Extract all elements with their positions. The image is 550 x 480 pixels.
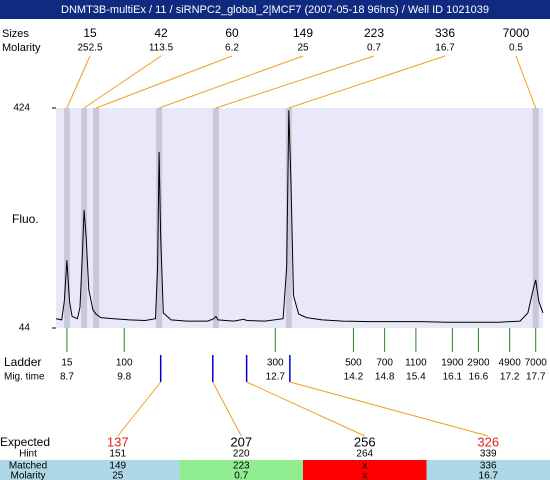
- expected-size: 137: [107, 434, 129, 449]
- matched-size: x: [362, 461, 367, 472]
- hint-size: 339: [480, 449, 497, 460]
- matched-size: 149: [109, 461, 126, 472]
- ladder-size: 1900: [441, 358, 464, 369]
- ladder-time: 16.6: [469, 372, 489, 383]
- expected-link: [212, 381, 242, 437]
- peak-size: 15: [83, 26, 97, 40]
- ladder-time: 8.7: [60, 372, 74, 383]
- molarity-header: Molarity: [2, 42, 41, 54]
- match-cell: [56, 460, 180, 480]
- ladder-size: 15: [61, 358, 73, 369]
- peak-molarity: 6.2: [225, 43, 239, 54]
- ladder-size: 500: [345, 358, 362, 369]
- matched-size: 336: [480, 461, 497, 472]
- peak-molarity: 0.7: [367, 43, 381, 54]
- peak-link: [158, 55, 304, 109]
- plot-area: [56, 108, 543, 328]
- y-axis-label: Fluo.: [12, 212, 39, 226]
- ladder-size: 100: [116, 358, 133, 369]
- trace: [55, 110, 544, 323]
- peak-size: 42: [154, 26, 168, 40]
- peak-molarity: 113.5: [149, 43, 174, 54]
- peak-size: 60: [225, 26, 239, 40]
- hint-size: 151: [109, 449, 126, 460]
- title-bar: [0, 0, 550, 19]
- ladder-size: 300: [267, 358, 284, 369]
- label-cell: [0, 460, 56, 480]
- peak-band: [63, 108, 70, 328]
- expected-link: [117, 381, 162, 437]
- y-tick-label: 424: [13, 103, 30, 114]
- peak-band: [156, 108, 163, 328]
- ladder-size: 4900: [499, 358, 522, 369]
- matched-molarity: x: [362, 471, 367, 480]
- peak-molarity: 25: [297, 43, 309, 54]
- ladder-size: 1100: [405, 358, 427, 369]
- match-cell: [303, 460, 427, 480]
- expected-size: 207: [230, 434, 252, 449]
- peak-size: 223: [364, 26, 384, 40]
- ladder-time: 16.1: [443, 372, 463, 383]
- ladder-time: 17.2: [500, 372, 520, 383]
- ladder-time: 14.2: [344, 372, 364, 383]
- match-cell: [426, 460, 550, 480]
- ladder-time: 14.8: [375, 372, 395, 383]
- hint-label: Hint: [19, 449, 37, 460]
- expected-size: 326: [477, 434, 499, 449]
- match-cell: [179, 460, 303, 480]
- peak-molarity: 252.5: [77, 43, 102, 54]
- hint-size: 264: [356, 449, 373, 460]
- peak-link: [515, 55, 537, 109]
- chart-title: DNMT3B-multiEx / 11 / siRNPC2_global_2|M…: [61, 4, 489, 16]
- peak-band: [532, 108, 539, 328]
- hint-size: 220: [233, 449, 250, 460]
- sizes-header: Sizes: [2, 28, 29, 40]
- ladder-time: 15.4: [406, 372, 426, 383]
- ladder-size: 7000: [525, 358, 548, 369]
- ladder-label: Ladder: [4, 355, 41, 369]
- expected-size: 256: [354, 434, 376, 449]
- peak-molarity: 0.5: [509, 43, 523, 54]
- peak-size: 7000: [503, 26, 530, 40]
- peak-molarity: 16.7: [435, 43, 455, 54]
- peak-band: [93, 108, 100, 328]
- peak-size: 149: [293, 26, 313, 40]
- peak-link: [215, 55, 375, 109]
- y-tick-label: 44: [19, 323, 31, 334]
- ladder-time: 12.7: [266, 372, 286, 383]
- expected-link: [289, 381, 489, 437]
- ladder-time: 9.8: [117, 372, 131, 383]
- ladder-time: 17.7: [526, 372, 546, 383]
- ladder-size: 700: [376, 358, 393, 369]
- mig-time-label: Mig. time: [4, 372, 45, 383]
- expected-link: [246, 381, 365, 437]
- ladder-size: 2900: [467, 358, 490, 369]
- matched-molarity: 16.7: [479, 471, 499, 480]
- expected-label: Expected: [0, 435, 50, 449]
- peak-size: 336: [435, 26, 455, 40]
- molarity-label: Molarity: [10, 471, 45, 480]
- peak-link: [288, 55, 446, 109]
- peak-link: [66, 55, 91, 109]
- matched-size: 223: [233, 461, 250, 472]
- peak-link: [83, 55, 162, 109]
- peak-band: [212, 108, 219, 328]
- peak-band: [285, 108, 292, 328]
- matched-label: Matched: [9, 461, 47, 472]
- matched-molarity: 25: [112, 471, 124, 480]
- peak-link: [95, 55, 233, 109]
- matched-molarity: 0.7: [234, 471, 248, 480]
